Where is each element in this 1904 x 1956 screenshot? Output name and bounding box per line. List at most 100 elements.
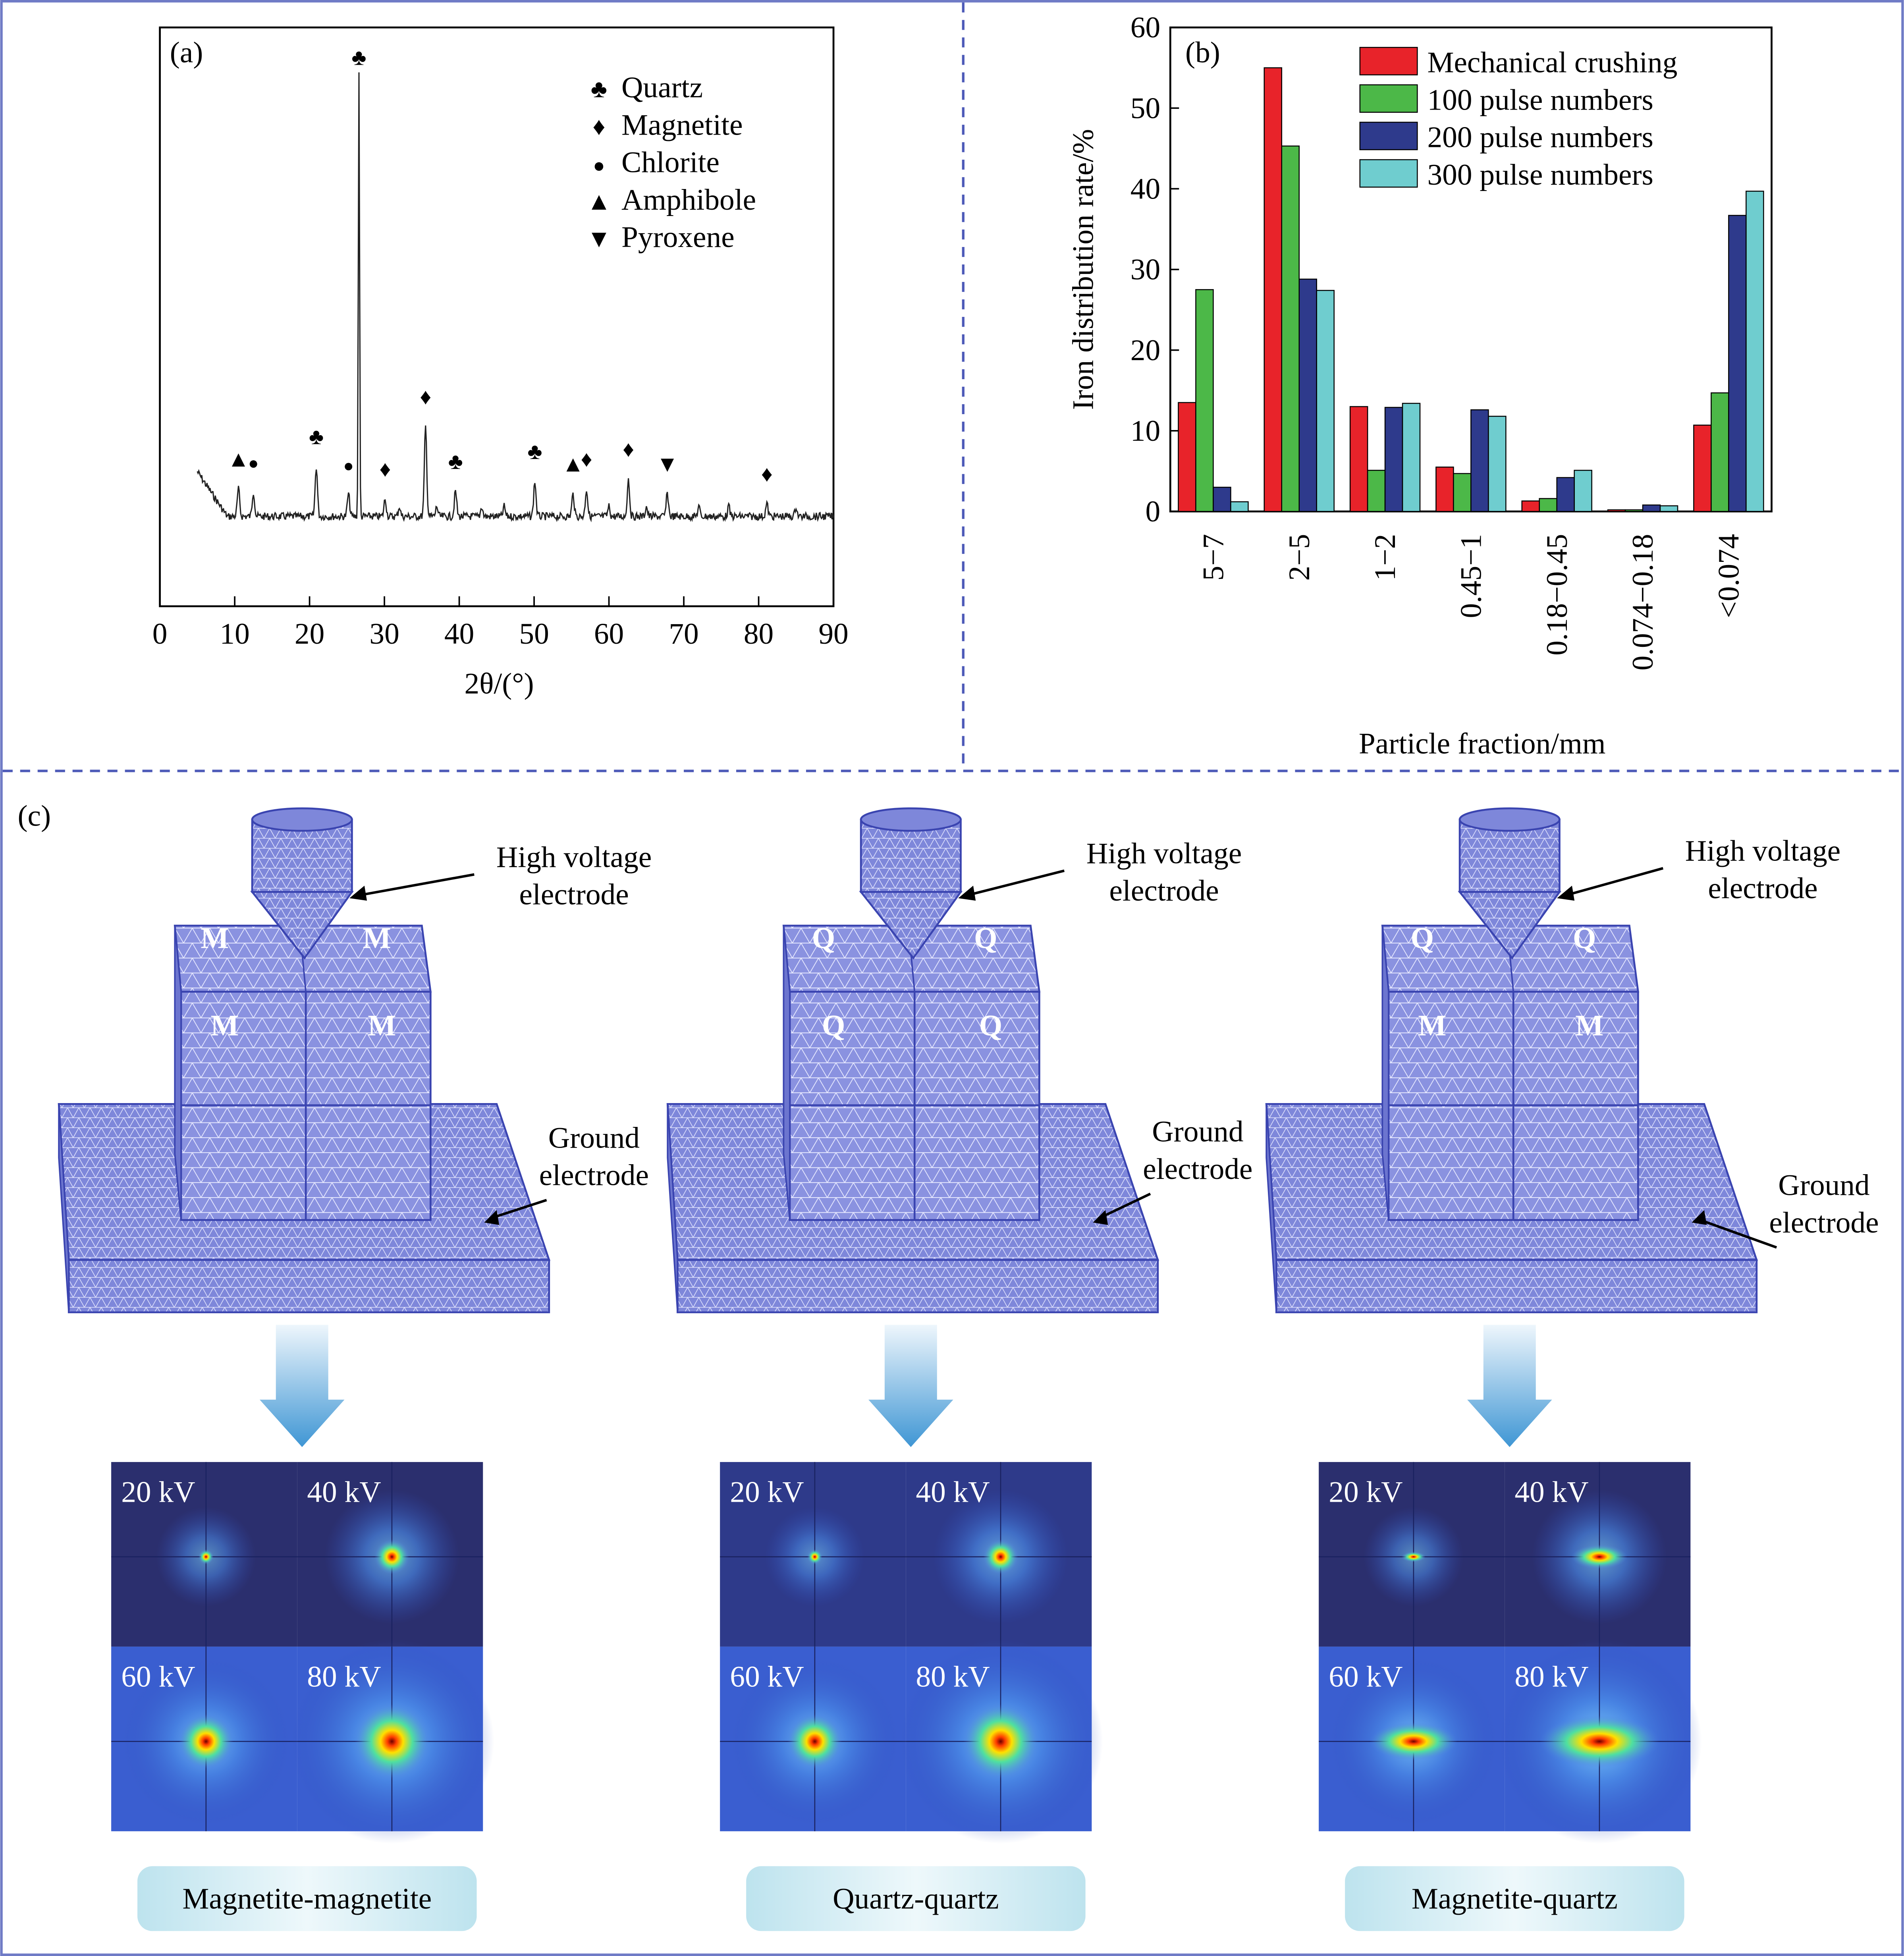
xrd-legend-label: Chlorite: [621, 146, 720, 179]
hv-leader-arrowhead: [958, 885, 976, 901]
bar: [1488, 416, 1507, 512]
panel-c: (c) M M M M High voltage electrode Ground elect…: [17, 800, 1879, 1931]
ground-label-line1: Ground: [548, 1121, 640, 1154]
hv-leader-line: [1564, 867, 1664, 897]
ground-label-line1: Ground: [1152, 1115, 1243, 1148]
high-voltage-electrode-cap: [251, 807, 353, 832]
mineral-letter: Q: [1573, 922, 1596, 955]
xrd-tick-label: 0: [152, 617, 168, 650]
voltage-label: 80 kV: [1514, 1660, 1588, 1693]
xrd-x-ticks: 0 10 20 30 40 50 60 70 80 90: [152, 596, 849, 650]
xrd-peak-markers: ▲●♣●♣♦♦♣ ♣▲♦ ♦▼ ♦: [228, 45, 773, 486]
case-group: M M M M High voltage electrode Ground electrode…: [58, 807, 652, 1931]
bar-legend-swatch: [1359, 159, 1418, 188]
sample-cube-side: [1381, 925, 1389, 1220]
panel-a-label: (a): [170, 36, 203, 69]
xrd-x-axis-label: 2θ/(°): [465, 667, 534, 700]
panel-b-label: (b): [1185, 36, 1220, 69]
xrd-legend-symbol: ▲: [586, 187, 611, 215]
high-voltage-electrode-tip: [859, 891, 963, 960]
case-group: Q Q Q Q High voltage electrode Ground electrode…: [666, 807, 1252, 1931]
bar: [1556, 477, 1575, 512]
bar-legend: Mechanical crushing 100 pulse numbers 200 …: [1359, 46, 1677, 191]
xrd-peak-marker: ♣: [448, 449, 463, 474]
case-caption-pill: [1345, 1866, 1684, 1931]
bar: [1624, 509, 1644, 512]
xrd-legend-symbol: ♦: [592, 112, 605, 140]
mineral-letter: M: [210, 1009, 239, 1042]
bar-category-label: 5−7: [1197, 534, 1230, 581]
xrd-tick-label: 20: [295, 617, 324, 650]
voltage-label: 80 kV: [916, 1660, 990, 1693]
voltage-label: 60 kV: [1329, 1660, 1402, 1693]
high-voltage-electrode-cap: [860, 807, 962, 832]
ground-label-line2: electrode: [539, 1159, 649, 1192]
voltage-label: 40 kV: [1514, 1476, 1588, 1508]
bar: [1195, 289, 1214, 512]
field-hotspot: [1539, 1715, 1659, 1768]
bar: [1728, 215, 1747, 512]
bar: [1316, 290, 1335, 512]
bar: [1264, 67, 1283, 512]
field-hotspot: [354, 1704, 430, 1779]
bar-legend-label: 300 pulse numbers: [1427, 158, 1653, 191]
bar: [1470, 409, 1489, 512]
xrd-legend-symbol: ♣: [591, 75, 607, 103]
bar: [1659, 505, 1678, 512]
xrd-peak-marker: ♦: [380, 457, 391, 482]
bar-y-tick-label: 10: [1130, 415, 1160, 448]
flow-down-arrow: [868, 1325, 953, 1447]
ground-electrode-side: [676, 1259, 1159, 1314]
xrd-pattern-line: [197, 72, 834, 523]
hv-leader-arrowhead: [1557, 885, 1575, 901]
ground-label-line2: electrode: [1769, 1206, 1879, 1239]
bar: [1435, 467, 1454, 512]
bar: [1298, 278, 1317, 512]
case-caption: Magnetite-magnetite: [182, 1883, 432, 1915]
bar: [1367, 470, 1386, 512]
xrd-legend-label: Quartz: [621, 71, 703, 104]
ground-leader-line: [1097, 1192, 1151, 1220]
voltage-label: 20 kV: [730, 1476, 804, 1508]
panel-b: (b) Iron distribution rate/% Particle fr…: [1067, 11, 1773, 760]
ground-electrode-edge: [58, 1104, 70, 1313]
field-hotspot: [198, 1549, 214, 1564]
mineral-letter: M: [201, 922, 229, 955]
bar: [1213, 486, 1231, 512]
sample-cube-side: [174, 925, 182, 1220]
xrd-peak-marker: ▼: [656, 452, 679, 477]
flow-down-arrow: [1467, 1325, 1552, 1447]
bar-bars: [1178, 67, 1764, 512]
bar-category-label: 2−5: [1283, 534, 1316, 581]
xrd-legend: ♣ Quartz ♦ Magnetite ● Chlorite ▲ Amphibole ▼ Pyr…: [586, 71, 756, 254]
voltage-label: 40 kV: [307, 1476, 381, 1508]
xrd-peak-marker: ♦: [761, 462, 773, 487]
field-hotspot: [1571, 1544, 1628, 1569]
xrd-peak-marker: ●: [343, 456, 354, 476]
field-hotspot: [374, 1539, 409, 1574]
xrd-legend-label: Magnetite: [621, 108, 743, 141]
xrd-peak-marker: ♣: [309, 424, 324, 449]
bar-category-label: <0.074: [1712, 534, 1745, 618]
ground-label-line1: Ground: [1778, 1169, 1869, 1202]
xrd-peak-marker: ♦: [623, 437, 634, 462]
hv-label-line2: electrode: [1708, 872, 1817, 905]
ground-leader-arrowhead: [1093, 1210, 1108, 1225]
bar-category-label: 0.18−0.45: [1541, 534, 1574, 656]
bar-y-axis-label: Iron distribution rate/%: [1067, 129, 1100, 410]
bar: [1230, 501, 1249, 512]
hv-label-line2: electrode: [519, 878, 629, 911]
voltage-label: 20 kV: [1329, 1476, 1402, 1508]
bar: [1574, 470, 1592, 512]
sample-cube-side: [783, 925, 791, 1220]
bar: [1178, 402, 1196, 512]
mineral-letter: M: [363, 922, 391, 955]
field-hotspot: [787, 1714, 843, 1769]
bar: [1746, 191, 1764, 512]
bar-y-tick-label: 60: [1130, 11, 1160, 44]
hv-label-line1: High voltage: [496, 841, 652, 874]
field-heatmap-grid: 20 kV 40 kV 60 kV 80 kV: [1319, 1462, 1702, 1844]
xrd-tick-label: 10: [220, 617, 249, 650]
bar-legend-label: 200 pulse numbers: [1427, 121, 1653, 154]
mineral-letter: Q: [1411, 922, 1434, 955]
